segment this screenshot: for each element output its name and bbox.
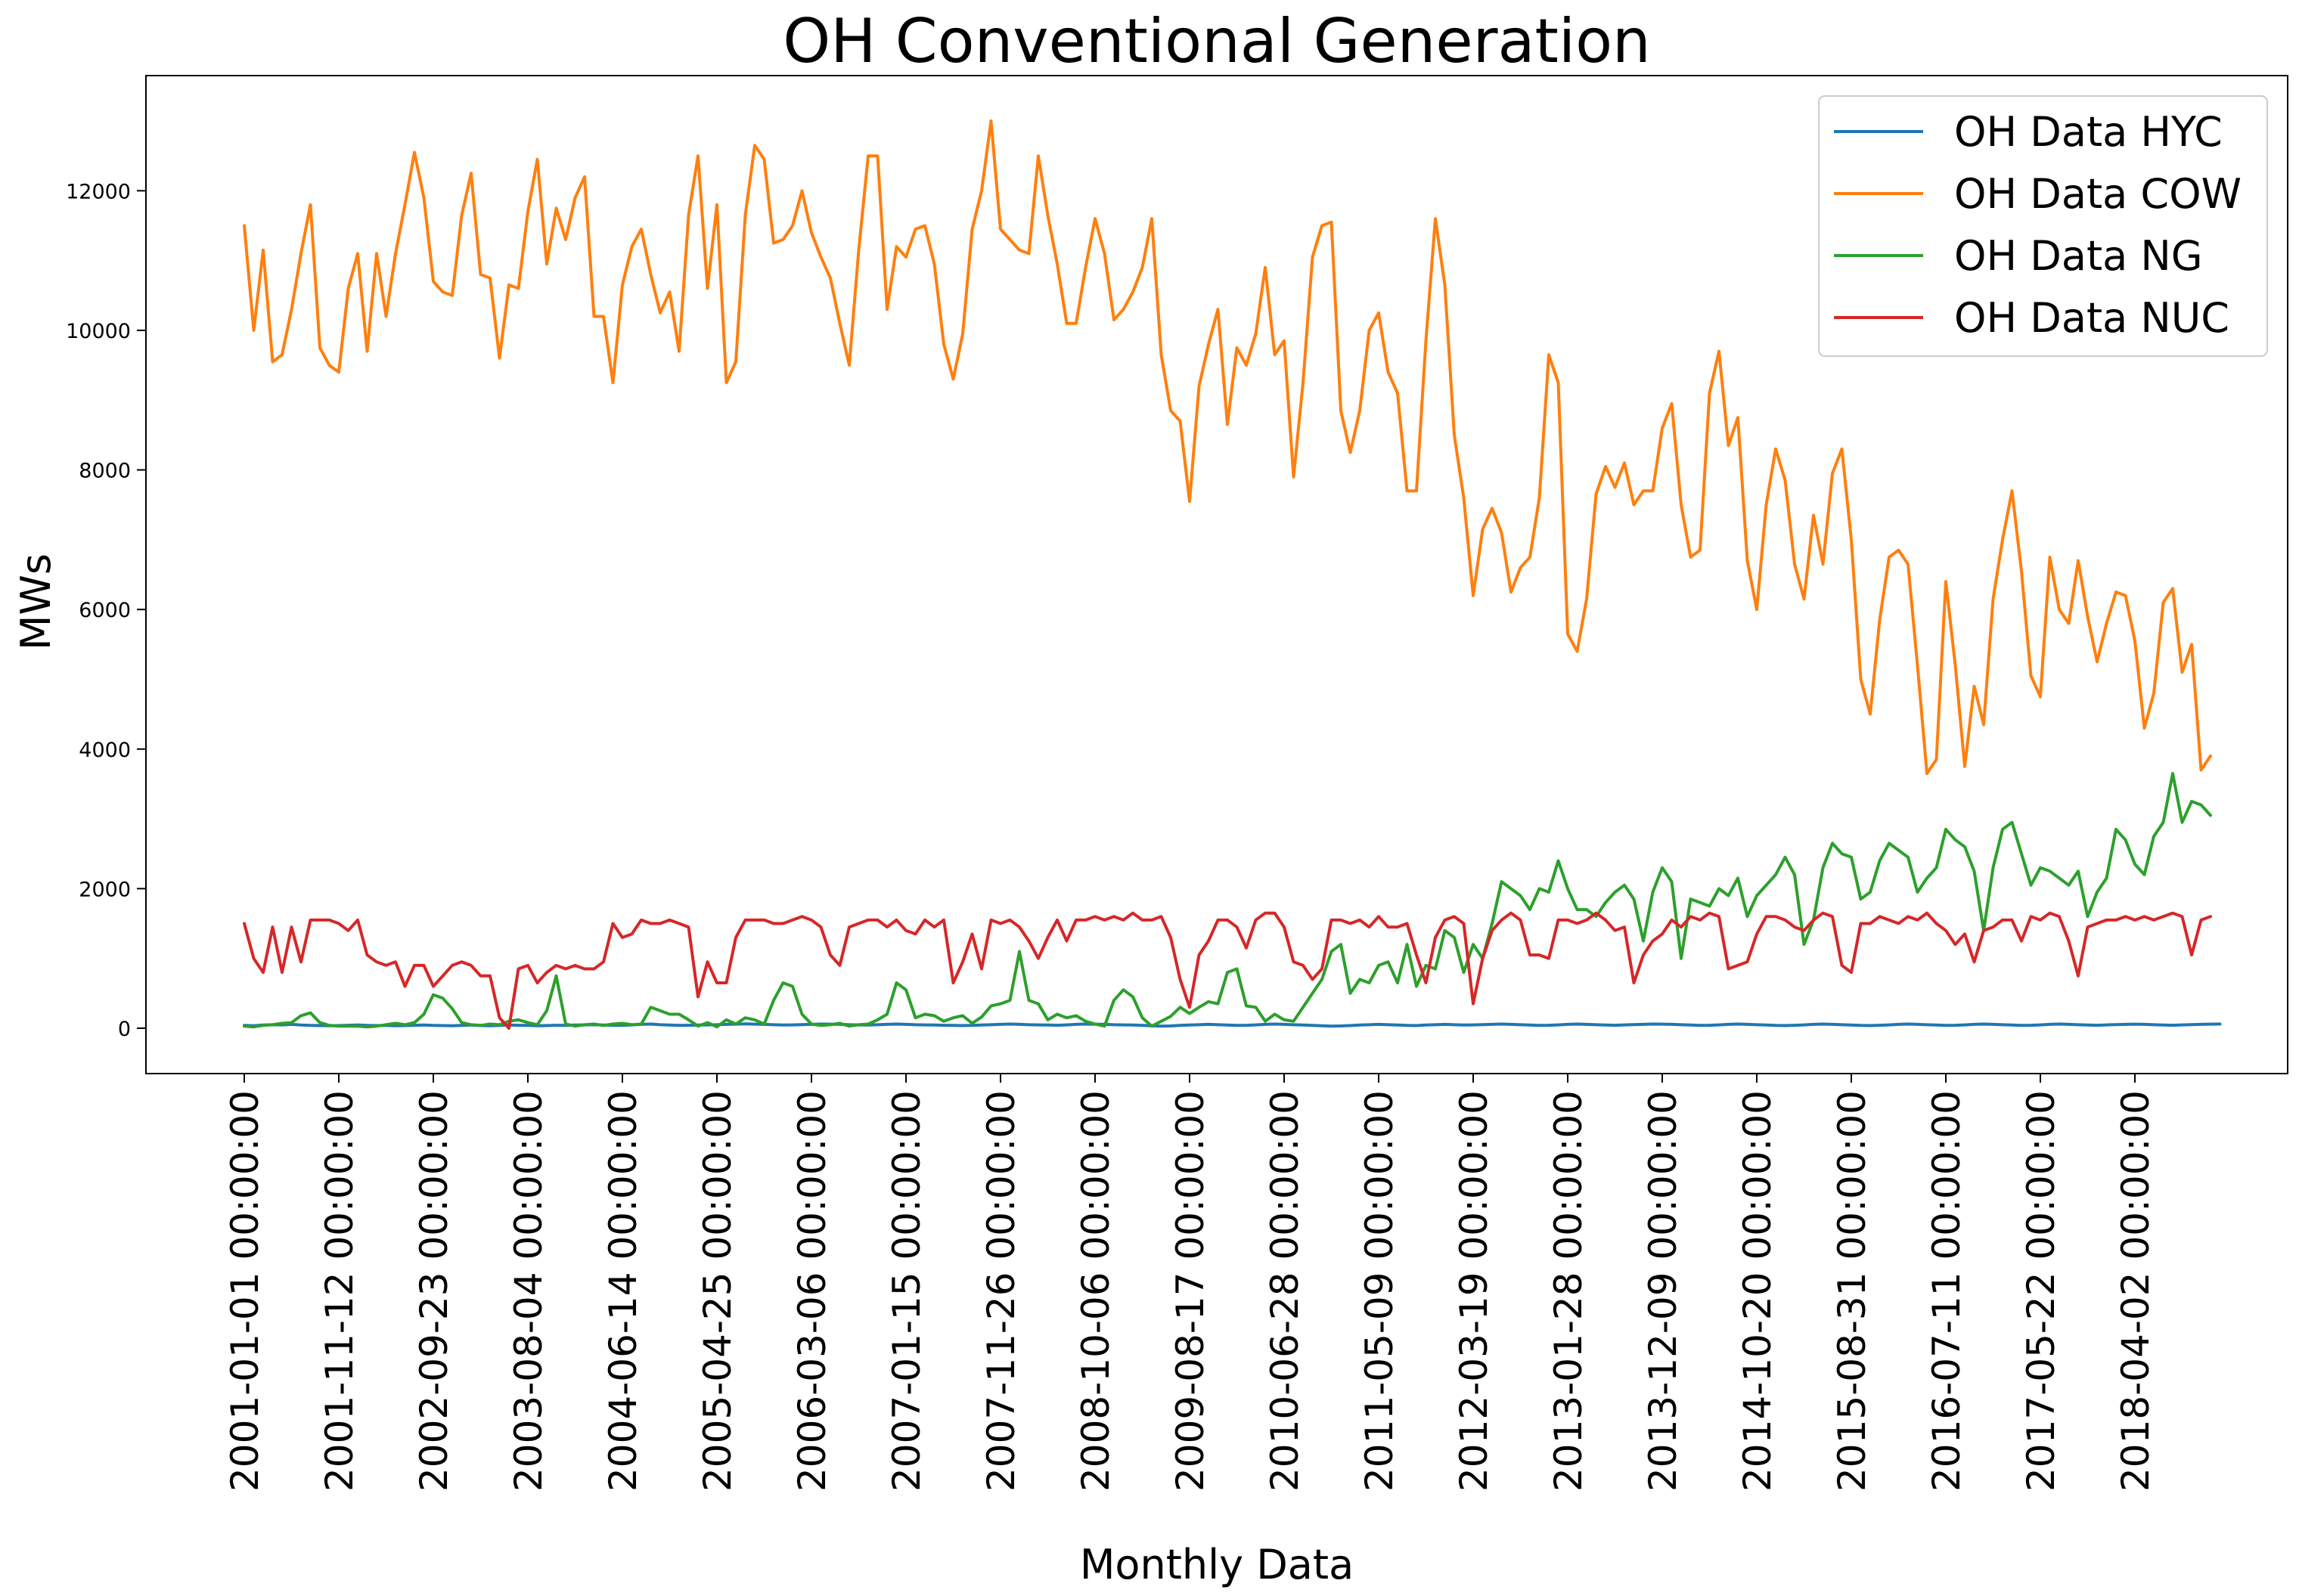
x-tick-label: 2011-05-09 00:00:00 <box>1357 1090 1401 1492</box>
plot-area <box>145 75 2288 1074</box>
series-line-oh-data-cow <box>243 119 2212 776</box>
legend-entry-label: OH Data HYC <box>1954 108 2223 156</box>
y-axis-label: MWs <box>12 553 60 650</box>
x-tick-label: 2017-05-22 00:00:00 <box>2019 1090 2063 1492</box>
chart-title: OH Conventional Generation <box>783 6 1651 76</box>
y-tick-label: 0 <box>118 1018 131 1041</box>
x-tick-label: 2010-06-28 00:00:00 <box>1263 1090 1307 1492</box>
x-tick-label: 2003-08-04 00:00:00 <box>507 1090 551 1492</box>
x-tick-label: 2014-10-20 00:00:00 <box>1736 1090 1779 1492</box>
series-line-oh-data-ng <box>243 772 2212 1029</box>
x-tick-label: 2012-03-19 00:00:00 <box>1452 1090 1496 1492</box>
y-tick-label: 10000 <box>66 320 131 343</box>
series-line-oh-data-hyc <box>243 1022 2222 1028</box>
x-tick-label: 2001-11-12 00:00:00 <box>318 1090 361 1492</box>
x-tick-label: 2008-10-06 00:00:00 <box>1074 1090 1118 1492</box>
y-tick-label: 6000 <box>79 599 131 622</box>
x-tick-label: 2007-01-15 00:00:00 <box>885 1090 929 1492</box>
x-tick-label: 2001-01-01 00:00:00 <box>223 1090 267 1492</box>
legend: OH Data HYC OH Data COW OH Data NG OH Data … <box>1818 95 2268 357</box>
legend-entry-label: OH Data COW <box>1954 170 2242 218</box>
legend-entry-label: OH Data NUC <box>1954 294 2229 342</box>
series-line-oh-data-nuc <box>243 911 2212 1030</box>
x-axis-label: Monthly Data <box>1080 1541 1354 1588</box>
x-tick-label: 2004-06-14 00:00:00 <box>601 1090 645 1492</box>
x-tick-label: 2002-09-23 00:00:00 <box>412 1090 456 1492</box>
x-tick-label: 2009-08-17 00:00:00 <box>1168 1090 1212 1492</box>
y-tick-label: 4000 <box>79 739 131 762</box>
x-tick-label: 2007-11-26 00:00:00 <box>979 1090 1023 1492</box>
x-tick-label: 2013-12-09 00:00:00 <box>1641 1090 1685 1492</box>
legend-entry-label: OH Data NG <box>1954 232 2203 280</box>
x-tick-label: 2006-03-06 00:00:00 <box>790 1090 834 1492</box>
x-tick-label: 2015-08-31 00:00:00 <box>1830 1090 1874 1492</box>
x-tick-label: 2013-01-28 00:00:00 <box>1547 1090 1590 1492</box>
y-tick-label: 12000 <box>66 180 131 203</box>
x-tick-label: 2005-04-25 00:00:00 <box>696 1090 740 1492</box>
y-tick-label: 2000 <box>79 878 131 901</box>
x-tick-label: 2018-04-02 00:00:00 <box>2114 1090 2158 1492</box>
x-tick-label: 2016-07-11 00:00:00 <box>1925 1090 1969 1492</box>
y-tick-label: 8000 <box>79 460 131 483</box>
legend-box <box>1818 95 2268 357</box>
